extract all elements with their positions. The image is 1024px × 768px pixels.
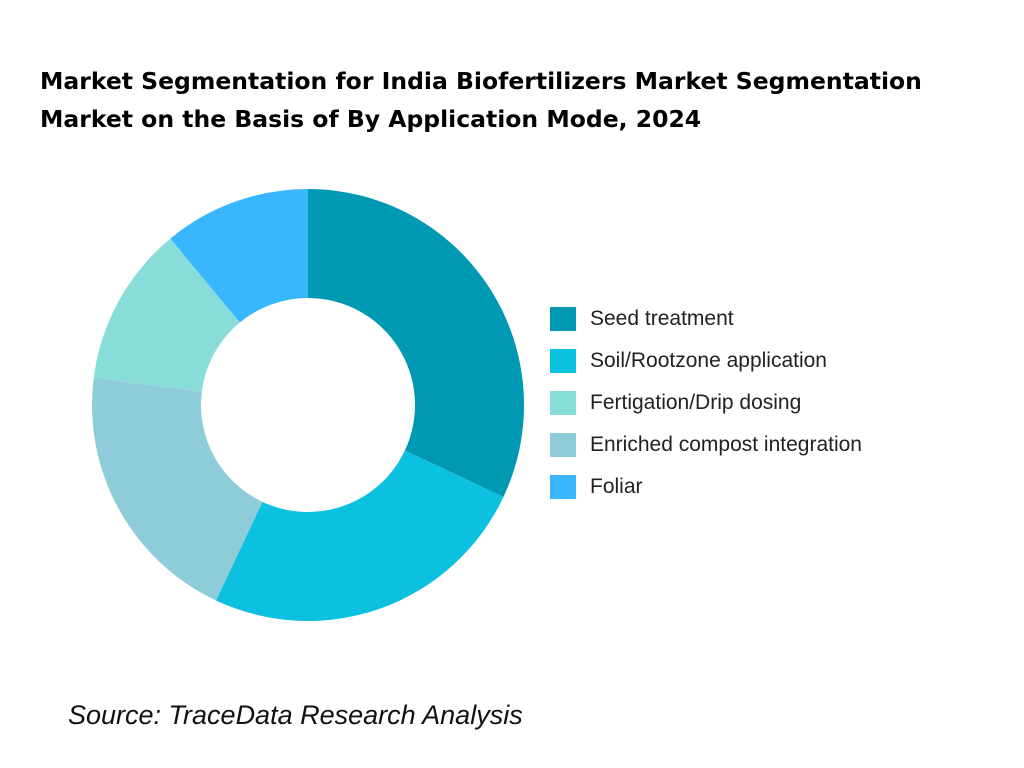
slice-fertigation-drip-dosing [93,238,240,392]
legend-swatch [550,391,576,415]
slice-foliar [170,189,308,323]
legend-label: Soil/Rootzone application [590,349,827,372]
legend-swatch [550,307,576,331]
legend-swatch [550,349,576,373]
legend-item: Soil/Rootzone application [550,340,862,382]
legend-swatch [550,433,576,457]
legend-item: Enriched compost integration [550,424,862,466]
source-note: Source: TraceData Research Analysis [68,700,523,730]
legend-item: Fertigation/Drip dosing [550,382,862,424]
slice-soil-rootzone-application [216,450,504,621]
slice-seed-treatment [308,189,524,497]
legend-item: Seed treatment [550,298,862,340]
legend: Seed treatment Soil/Rootzone application F… [550,298,862,508]
slice-enriched-compost-integration [92,377,263,601]
legend-item: Foliar [550,466,862,508]
legend-label: Fertigation/Drip dosing [590,391,802,414]
legend-label: Seed treatment [590,307,734,330]
legend-label: Enriched compost integration [590,433,862,456]
legend-swatch [550,475,576,499]
chart-title: Market Segmentation for India Biofertili… [40,67,922,133]
legend-label: Foliar [590,475,643,498]
